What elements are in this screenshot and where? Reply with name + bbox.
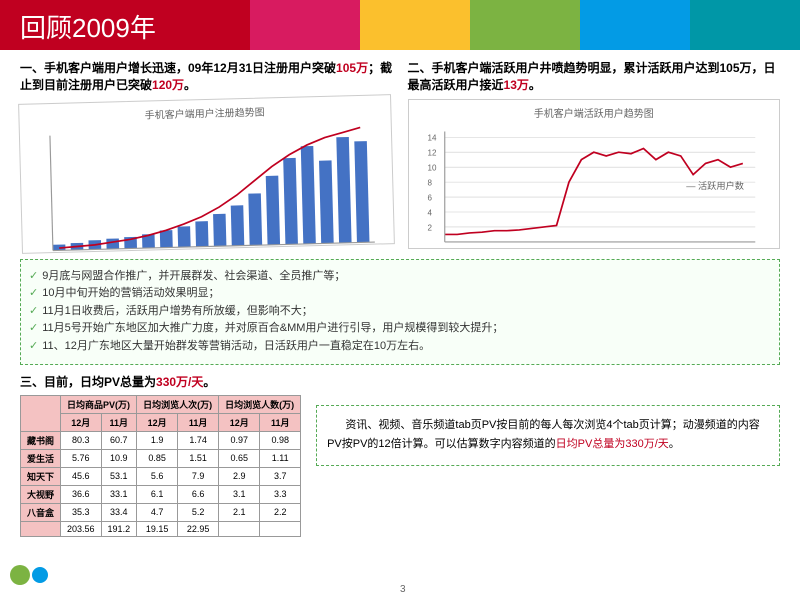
section1-title: 一、手机客户端用户增长迅速，09年12月31日注册用户突破105万；截止到目前注…: [20, 60, 393, 94]
svg-text:6: 6: [427, 193, 432, 202]
page-title: 回顾2009年: [0, 0, 250, 50]
bullet-item: ✓11月1日收费后，活跃用户增势有所放缓，但影响不大；: [29, 303, 771, 321]
pv-table: 日均商品PV(万)日均浏览人次(万)日均浏览人数(万)12月11月12月11月1…: [20, 395, 301, 537]
svg-text:14: 14: [427, 133, 436, 142]
logo: [5, 555, 55, 595]
header-blocks: [250, 0, 800, 50]
svg-text:2: 2: [427, 223, 432, 232]
bullet-list: ✓9月底与网盟合作推广，并开展群发、社会渠道、全员推广等；✓10月中旬开始的营销…: [20, 259, 780, 365]
chart-active-users: 手机客户端活跃用户趋势图 1412108642— 活跃用户数: [408, 99, 781, 249]
svg-text:— 活跃用户数: — 活跃用户数: [686, 180, 744, 191]
section3-title: 三、目前，日均PV总量为330万/天。: [20, 373, 780, 390]
svg-text:4: 4: [427, 208, 432, 217]
note-box: 资讯、视频、音乐频道tab页PV按目前的每人每次浏览4个tab页计算；动漫频道的…: [316, 405, 780, 467]
section2-title: 二、手机客户端活跃用户井喷趋势明显，累计活跃用户达到105万，日最高活跃用户接近…: [408, 60, 781, 94]
page-number: 3: [400, 584, 406, 595]
bullet-item: ✓9月底与网盟合作推广，并开展群发、社会渠道、全员推广等；: [29, 268, 771, 286]
bullet-item: ✓11月5号开始广东地区加大推广力度，并对原百合&MM用户进行引导，用户规模得到…: [29, 320, 771, 338]
svg-text:12: 12: [427, 148, 436, 157]
chart-registration: 手机客户端用户注册趋势图: [18, 94, 394, 254]
bullet-item: ✓10月中旬开始的营销活动效果明显；: [29, 285, 771, 303]
svg-text:8: 8: [427, 178, 432, 187]
bullet-item: ✓11、12月广东地区大量开始群发等营销活动，日活跃用户一直稳定在10万左右。: [29, 338, 771, 356]
svg-text:10: 10: [427, 163, 436, 172]
